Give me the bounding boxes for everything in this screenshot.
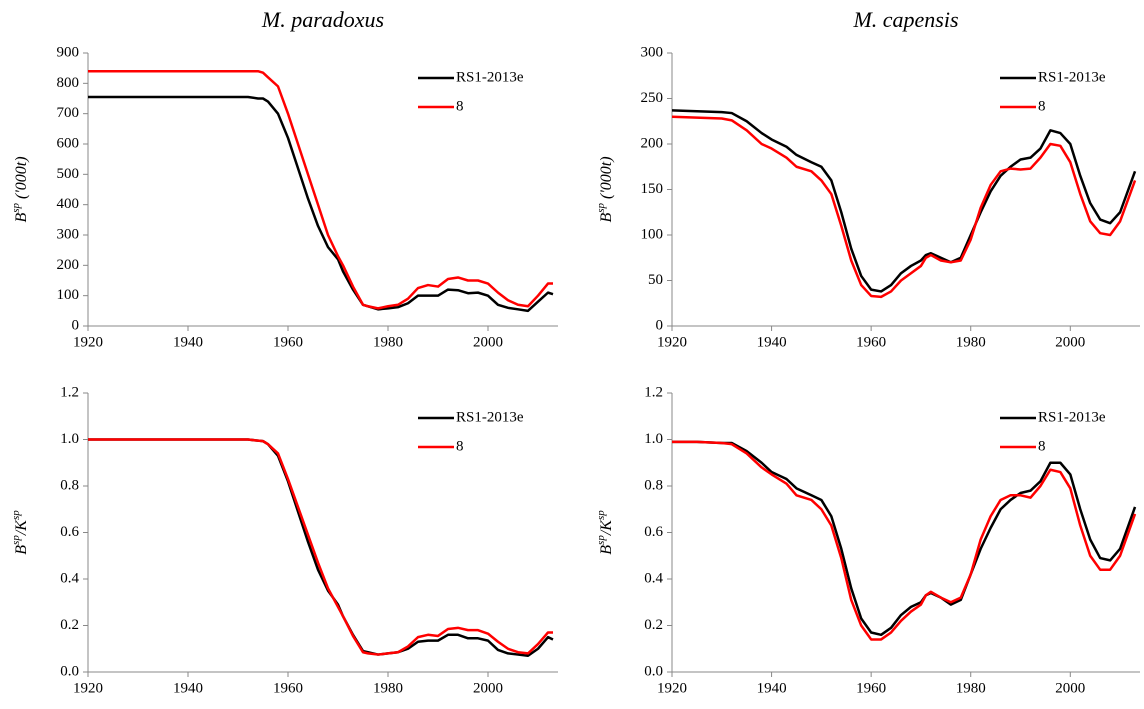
y-axis-label-part: sp — [595, 510, 607, 520]
y-tick-label: 800 — [57, 75, 80, 91]
y-tick-label: 500 — [57, 166, 80, 182]
y-tick-label: 100 — [57, 287, 80, 303]
y-axis-label-part: sp — [10, 202, 22, 212]
y-tick-label: 100 — [641, 226, 664, 242]
y-tick-label: 0.4 — [644, 570, 663, 586]
x-tick-label: 1960 — [856, 334, 886, 350]
y-tick-label: 1.0 — [644, 431, 663, 447]
y-tick-label: 250 — [641, 90, 664, 106]
series-line — [88, 95, 554, 313]
y-tick-label: 1.2 — [60, 384, 79, 400]
y-tick-label: 1.2 — [644, 384, 663, 400]
x-tick-label: 1980 — [956, 680, 986, 696]
legend-label: 8 — [456, 438, 464, 454]
x-tick-label: 1940 — [757, 334, 787, 350]
legend-label: RS1-2013e — [456, 409, 524, 425]
y-tick-label: 0.2 — [60, 617, 79, 633]
y-axis-label: Bsp ('000t) — [10, 156, 30, 222]
series-line — [672, 440, 1137, 637]
y-tick-label: 0.2 — [644, 617, 663, 633]
y-tick-label: 0.8 — [644, 477, 663, 493]
legend-label: 8 — [456, 98, 464, 114]
series-line — [672, 115, 1137, 299]
chart-title: M. capensis — [852, 7, 958, 32]
y-tick-label: 0.8 — [60, 477, 79, 493]
x-tick-label: 2000 — [1055, 334, 1085, 350]
y-tick-label: 300 — [57, 226, 80, 242]
y-tick-label: 0 — [656, 317, 664, 333]
y-tick-label: 0.4 — [60, 570, 79, 586]
y-tick-label: 700 — [57, 105, 80, 121]
y-axis-label-part: ('000t) — [598, 156, 615, 203]
y-tick-label: 150 — [641, 181, 664, 197]
y-tick-label: 0.6 — [644, 524, 663, 540]
x-tick-label: 1940 — [173, 680, 203, 696]
y-tick-label: 0.6 — [60, 524, 79, 540]
y-axis-label-part: sp — [10, 510, 22, 520]
x-tick-label: 1940 — [173, 334, 203, 350]
y-axis-label-part: B — [13, 213, 30, 223]
y-axis-label-part: sp — [595, 535, 607, 545]
y-axis-label-part: B — [13, 545, 30, 555]
series-line — [672, 440, 1137, 641]
x-tick-label: 1920 — [657, 680, 687, 696]
x-tick-label: 2000 — [473, 334, 503, 350]
x-tick-label: 1960 — [273, 334, 303, 350]
y-axis-label-part: ('000t) — [13, 156, 30, 203]
y-axis-label-part: /K — [13, 519, 30, 536]
legend-label: 8 — [1038, 438, 1046, 454]
y-tick-label: 1.0 — [60, 431, 79, 447]
x-tick-label: 2000 — [473, 680, 503, 696]
legend-label: RS1-2013e — [1038, 69, 1106, 85]
y-axis-label-part: B — [598, 213, 615, 223]
legend-label: RS1-2013e — [456, 69, 524, 85]
y-axis-label-part: /K — [598, 519, 615, 536]
x-tick-label: 1920 — [657, 334, 687, 350]
series-line — [672, 109, 1137, 293]
y-tick-label: 900 — [57, 44, 80, 60]
x-tick-label: 1920 — [73, 334, 103, 350]
x-tick-label: 1960 — [273, 680, 303, 696]
series-line — [88, 438, 553, 656]
y-tick-label: 0.0 — [644, 663, 663, 679]
x-tick-label: 1980 — [373, 334, 403, 350]
y-axis-label-part: sp — [10, 535, 22, 545]
y-tick-label: 50 — [648, 272, 663, 288]
x-tick-label: 1960 — [856, 680, 886, 696]
series-line — [88, 438, 554, 657]
x-tick-label: 1920 — [73, 680, 103, 696]
y-tick-label: 0 — [72, 317, 80, 333]
y-tick-label: 600 — [57, 135, 80, 151]
series-line — [88, 69, 553, 310]
y-axis-label-part: B — [598, 545, 615, 555]
x-tick-label: 1980 — [373, 680, 403, 696]
y-axis-label: Bsp/Ksp — [595, 510, 615, 555]
x-tick-label: 1940 — [757, 680, 787, 696]
legend-label: RS1-2013e — [1038, 409, 1106, 425]
y-tick-label: 400 — [57, 196, 80, 212]
x-tick-label: 1980 — [956, 334, 986, 350]
y-tick-label: 0.0 — [60, 663, 79, 679]
x-tick-label: 2000 — [1055, 680, 1085, 696]
y-axis-label: Bsp/Ksp — [10, 510, 30, 555]
y-axis-label-part: sp — [595, 202, 607, 212]
y-tick-label: 300 — [641, 44, 664, 60]
y-axis-label: Bsp ('000t) — [595, 156, 615, 222]
y-tick-label: 200 — [57, 257, 80, 273]
y-tick-label: 200 — [641, 135, 664, 151]
legend-label: 8 — [1038, 98, 1046, 114]
chart-title: M. paradoxus — [261, 7, 384, 32]
